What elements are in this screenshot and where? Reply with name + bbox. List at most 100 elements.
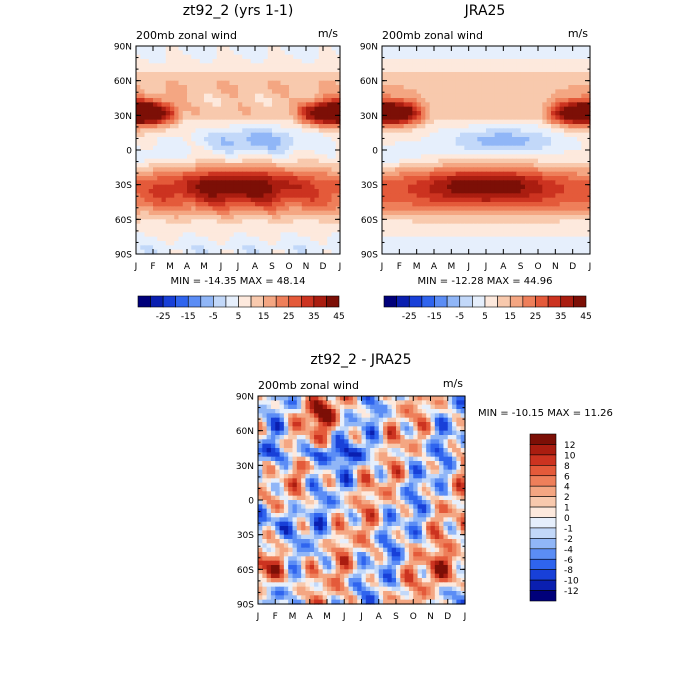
field-cell xyxy=(421,67,426,73)
field-cell xyxy=(318,236,324,242)
field-cell xyxy=(233,80,239,86)
field-cell xyxy=(208,193,214,199)
field-cell xyxy=(284,219,290,225)
field-cell xyxy=(503,124,509,129)
field-cell xyxy=(434,219,439,225)
field-cell xyxy=(238,89,243,95)
field-cell xyxy=(161,145,167,151)
x-tick-label: F xyxy=(397,262,402,272)
field-cell xyxy=(327,93,333,99)
field-cell xyxy=(331,180,337,186)
field-cell xyxy=(170,197,175,203)
field-cell xyxy=(289,197,294,203)
field-cell xyxy=(390,219,396,225)
field-cell xyxy=(276,132,282,138)
field-cell xyxy=(585,241,591,246)
field-cell xyxy=(559,54,565,60)
field-cell xyxy=(297,124,303,129)
field-cell xyxy=(412,180,418,186)
field-cell xyxy=(174,80,180,86)
field-cell xyxy=(559,154,565,160)
field-cell xyxy=(204,241,209,246)
field-cell xyxy=(250,50,256,56)
field-cell xyxy=(212,180,218,186)
field-cell xyxy=(259,219,265,225)
field-cell xyxy=(229,189,235,194)
field-cell xyxy=(477,245,483,251)
field-cell xyxy=(216,67,222,73)
field-cell xyxy=(386,206,392,212)
field-cell xyxy=(331,215,337,220)
field-cell xyxy=(276,249,282,255)
field-cell xyxy=(581,89,587,95)
field-cell xyxy=(289,150,294,155)
field-cell xyxy=(507,167,513,173)
field-cell xyxy=(161,93,167,99)
field-cell xyxy=(301,54,307,60)
field-cell xyxy=(255,236,260,242)
field-cell xyxy=(233,111,239,116)
field-cell xyxy=(148,54,154,60)
field-cell xyxy=(272,102,277,108)
field-cell xyxy=(148,167,154,173)
field-cell xyxy=(306,210,311,216)
field-cell xyxy=(464,167,470,173)
field-cell xyxy=(335,241,341,246)
field-cell xyxy=(182,158,188,164)
field-cell xyxy=(238,202,243,207)
field-cell xyxy=(310,145,316,151)
field-cell xyxy=(520,163,526,168)
field-cell xyxy=(195,184,201,190)
field-cell xyxy=(451,232,457,238)
field-cell xyxy=(585,197,591,203)
field-cell xyxy=(460,72,465,77)
field-cell xyxy=(301,93,307,99)
field-cell xyxy=(140,145,146,151)
field-cell xyxy=(314,249,320,255)
field-cell xyxy=(546,128,552,134)
field-cell xyxy=(538,124,543,129)
field-cell xyxy=(391,400,397,406)
field-cell xyxy=(148,137,154,142)
field-cell xyxy=(331,400,337,406)
field-cell xyxy=(533,137,539,142)
field-cell xyxy=(386,63,392,69)
field-cell xyxy=(144,232,150,238)
field-cell xyxy=(399,93,405,99)
field-cell xyxy=(238,236,243,242)
field-cell xyxy=(140,232,146,238)
field-cell xyxy=(225,197,231,203)
field-cell xyxy=(572,141,578,147)
field-cell xyxy=(512,232,517,238)
field-cell xyxy=(242,202,248,207)
field-cell xyxy=(250,215,256,220)
field-cell xyxy=(221,145,226,151)
field-cell xyxy=(284,150,290,155)
field-cell xyxy=(136,111,141,116)
field-cell xyxy=(216,59,222,64)
field-cell xyxy=(157,228,163,233)
field-cell xyxy=(451,167,457,173)
field-cell xyxy=(460,228,465,233)
field-cell xyxy=(585,50,591,56)
field-cell xyxy=(263,171,269,177)
field-cell xyxy=(395,59,400,64)
field-cell xyxy=(144,202,150,207)
field-cell xyxy=(382,106,387,112)
field-cell xyxy=(546,85,552,90)
field-cell xyxy=(499,89,504,95)
field-cell xyxy=(182,184,188,190)
field-cell xyxy=(585,141,591,147)
field-cell xyxy=(293,249,299,255)
field-cell xyxy=(250,141,256,147)
field-cell xyxy=(280,241,286,246)
field-cell xyxy=(267,154,273,160)
field-cell xyxy=(477,46,483,51)
colorbar-label: -5 xyxy=(455,312,464,322)
field-cell xyxy=(242,63,248,69)
field-cell xyxy=(400,400,406,406)
field-cell xyxy=(438,202,444,207)
field-cell xyxy=(512,189,517,194)
field-cell xyxy=(412,80,418,86)
field-cell xyxy=(280,236,286,242)
